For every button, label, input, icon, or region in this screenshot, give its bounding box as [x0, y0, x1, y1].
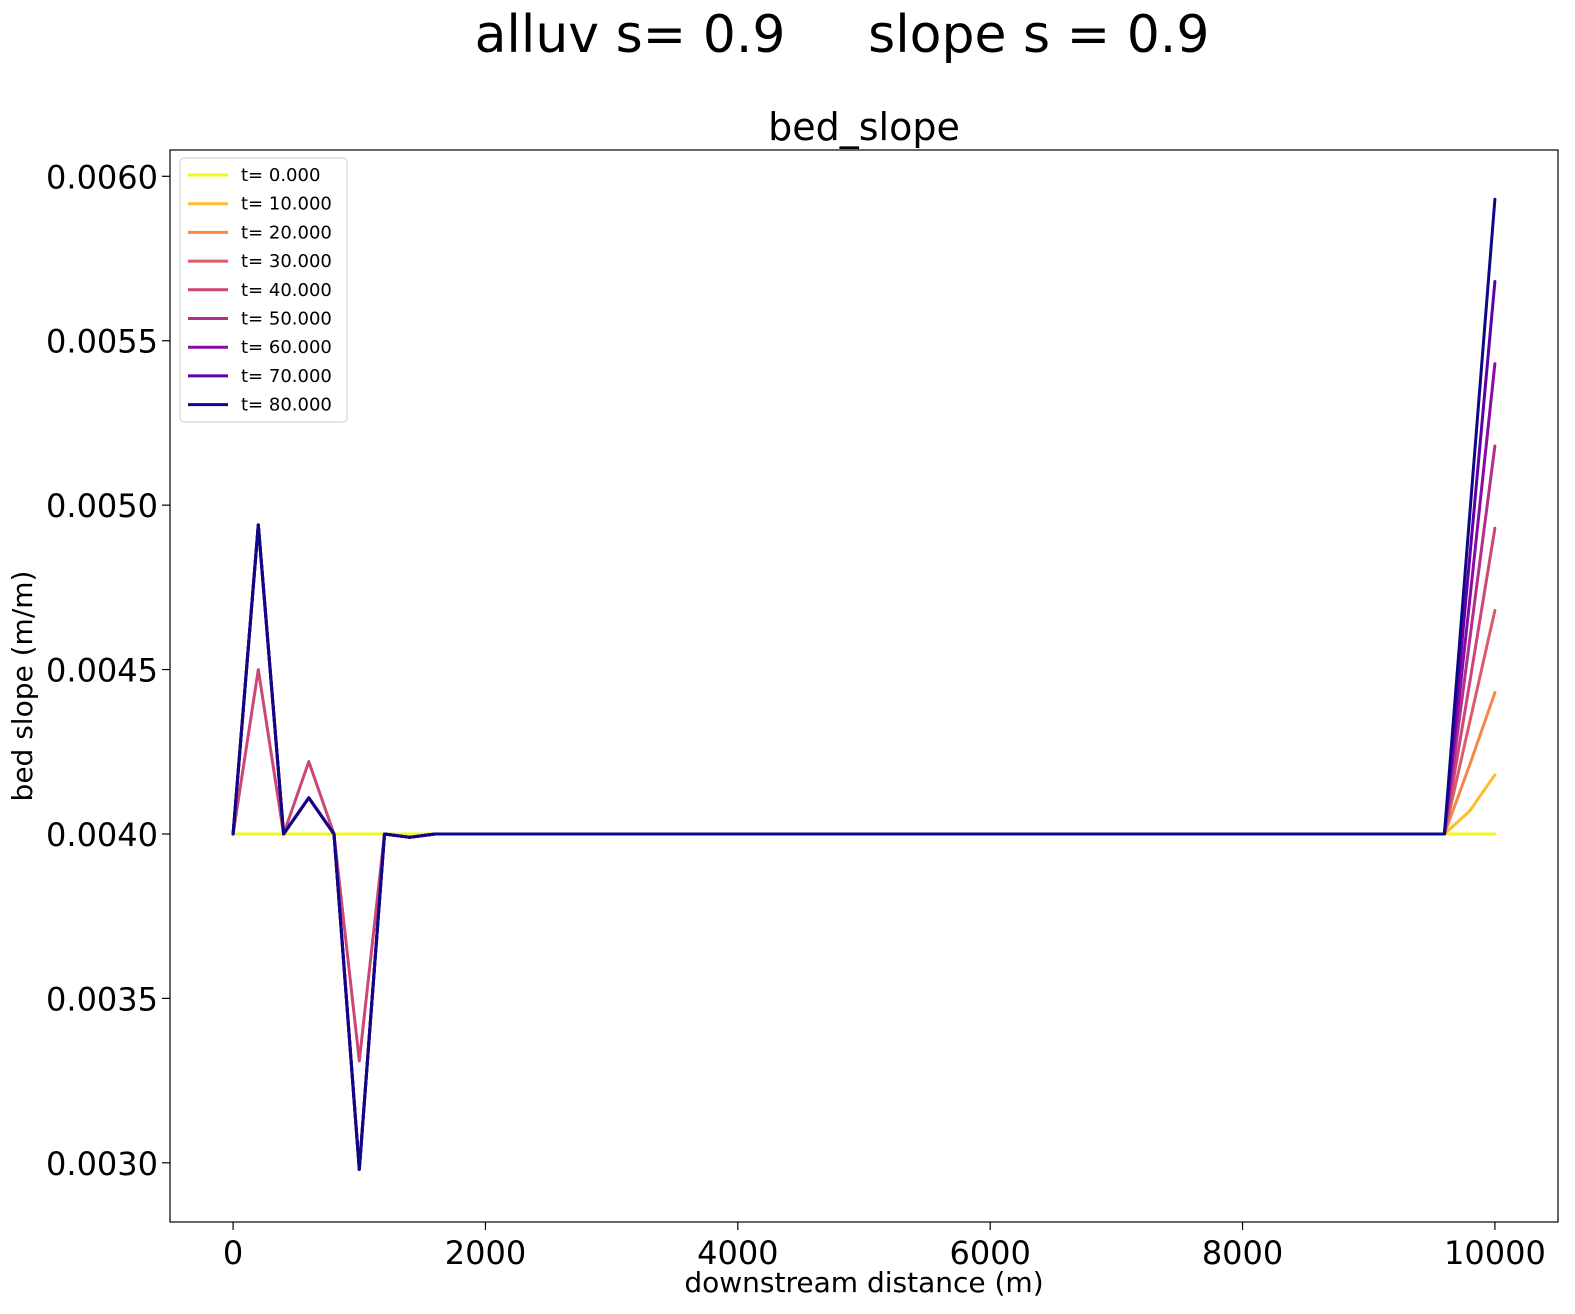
- legend: t= 0.000 t= 10.000 t= 20.000 t= 30.000 t= 40…: [179, 157, 348, 423]
- x-tick-label: 8000: [1202, 1234, 1283, 1272]
- figure-suptitle: alluv s= 0.9 slope s = 0.9: [475, 5, 1210, 65]
- series-layer: [231, 197, 1497, 1171]
- legend-label-3: t= 30.000: [241, 251, 332, 272]
- y-tick-label: 0.0040: [46, 816, 158, 854]
- legend-label-4: t= 40.000: [241, 280, 332, 301]
- chart-title: bed_slope: [768, 105, 960, 149]
- series-line-8: [231, 197, 1497, 1171]
- x-tick-label: 10000: [1444, 1234, 1546, 1272]
- legend-label-6: t= 60.000: [241, 337, 332, 358]
- legend-label-1: t= 10.000: [241, 194, 332, 215]
- y-axis-label: bed slope (m/m): [6, 571, 39, 802]
- x-tick-label: 6000: [949, 1234, 1030, 1272]
- y-tick-label: 0.0050: [46, 487, 158, 525]
- y-tick-label: 0.0035: [46, 980, 158, 1018]
- y-axis: 0.0030 0.0035 0.0040 0.0045 0.0050 0.0055 0.00…: [46, 158, 170, 1183]
- legend-label-7: t= 70.000: [241, 366, 332, 387]
- y-tick-label: 0.0060: [46, 158, 158, 196]
- x-axis: 0 2000 4000 6000 8000 10000: [223, 1222, 1546, 1272]
- plot-frame: [169, 149, 1559, 1223]
- legend-label-0: t= 0.000: [241, 165, 320, 186]
- legend-box: [179, 157, 348, 423]
- x-tick-label: 2000: [445, 1234, 526, 1272]
- legend-label-5: t= 50.000: [241, 309, 332, 330]
- y-tick-label: 0.0045: [46, 652, 158, 690]
- plot-area: [170, 150, 1558, 1222]
- x-axis-label: downstream distance (m): [684, 1266, 1043, 1299]
- x-tick-label: 0: [223, 1234, 243, 1272]
- legend-label-8: t= 80.000: [241, 395, 332, 416]
- legend-label-2: t= 20.000: [241, 222, 332, 243]
- x-tick-label: 4000: [697, 1234, 778, 1272]
- y-tick-label: 0.0030: [46, 1145, 158, 1183]
- y-tick-label: 0.0055: [46, 323, 158, 361]
